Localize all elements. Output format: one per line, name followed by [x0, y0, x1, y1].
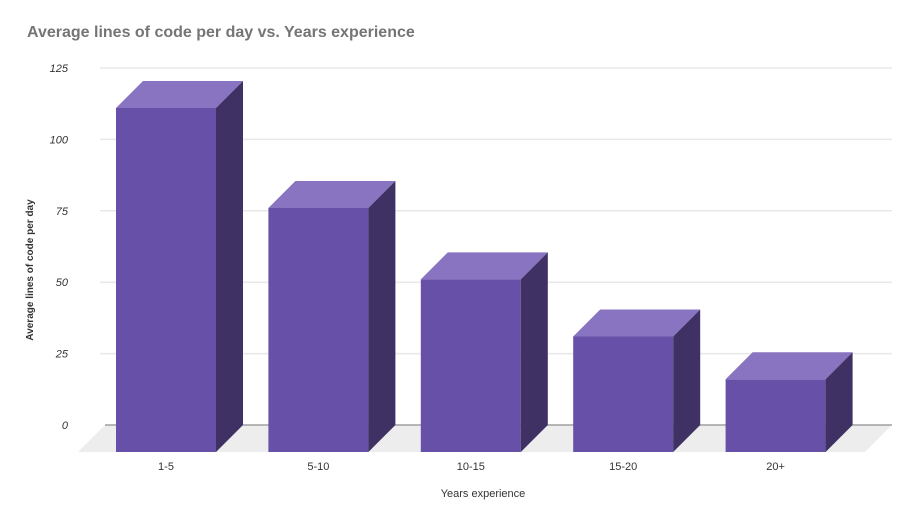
bars-layer	[116, 80, 853, 452]
chart-title: Average lines of code per day vs. Years …	[27, 24, 415, 41]
y-tick-label: 25	[55, 349, 69, 361]
y-tick-label: 75	[56, 206, 69, 218]
x-category-label: 1-5	[158, 461, 174, 473]
bar-top-face	[268, 180, 396, 208]
y-tick-label: 0	[62, 420, 69, 432]
bar-top-face	[116, 80, 243, 108]
bar-front-face	[725, 379, 826, 452]
bar-side-face	[673, 309, 701, 452]
bar-side-face	[368, 180, 396, 452]
x-category-label: 5-10	[307, 461, 329, 473]
y-axis-title: Average lines of code per day	[25, 199, 36, 341]
bar-side-face	[216, 80, 243, 452]
bar-side-face	[825, 352, 853, 452]
bar-front-face	[420, 279, 521, 452]
x-category-label: 15-20	[609, 461, 637, 473]
bar-front-face	[573, 336, 674, 452]
bar-1-5[interactable]	[116, 80, 243, 452]
x-axis-title: Years experience	[441, 488, 526, 500]
bar-top-face	[573, 309, 701, 337]
axis-labels-layer: 0 25 50 75 100 125 1-5 5-10 10-15 15-20 20+	[50, 63, 785, 473]
bar-top-face	[420, 252, 548, 280]
y-tick-label: 125	[50, 63, 69, 75]
bar-10-15[interactable]	[420, 252, 548, 452]
x-category-label: 10-15	[457, 461, 485, 473]
bar-15-20[interactable]	[573, 309, 701, 452]
bar-top-face	[725, 352, 853, 380]
bar-front-face	[116, 107, 216, 452]
bar-side-face	[520, 252, 548, 452]
bar-front-face	[268, 207, 369, 452]
bar-5-10[interactable]	[268, 180, 396, 452]
x-category-label: 20+	[766, 461, 785, 473]
y-tick-label: 100	[50, 134, 69, 146]
y-tick-label: 50	[56, 277, 69, 289]
bar-20+[interactable]	[725, 352, 853, 452]
